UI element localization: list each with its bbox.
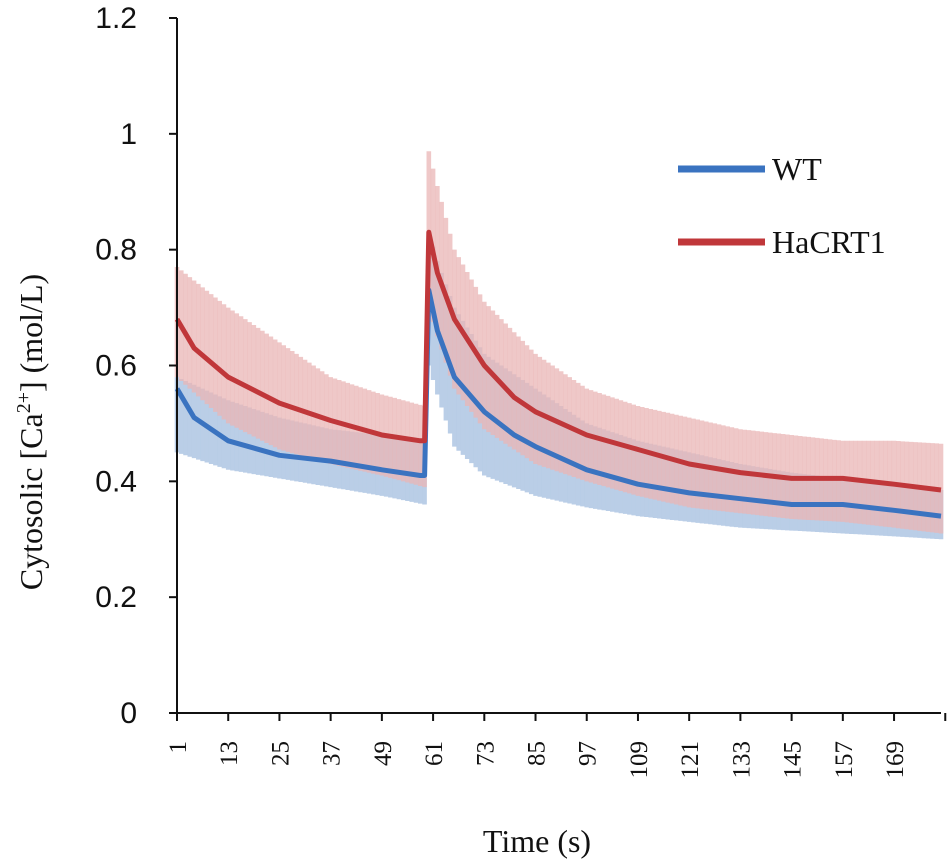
legend: WT HaCRT1 bbox=[678, 151, 886, 260]
y-tick-label: 0.6 bbox=[95, 350, 137, 383]
hacrt1-series-line bbox=[174, 229, 942, 493]
y-tick-label: 1.2 bbox=[95, 2, 137, 35]
y-axis-title: Cytosolic [Ca2+] (mol/L) bbox=[13, 274, 49, 590]
x-tick-label: 1 bbox=[165, 741, 192, 754]
y-axis-title-superscript: 2+ bbox=[13, 392, 35, 413]
y-axis-title-suffix: ] (mol/L) bbox=[13, 274, 49, 392]
legend-wt-label: WT bbox=[772, 151, 822, 187]
y-tick-label: 0.8 bbox=[95, 234, 137, 267]
x-tick-label: 85 bbox=[524, 741, 551, 766]
x-tick-label: 49 bbox=[370, 741, 397, 766]
x-tick-label: 37 bbox=[319, 741, 346, 766]
x-tick-label: 121 bbox=[677, 741, 704, 779]
x-ticks: 1 13 25 37 49 61 73 85 97 109 121 133 145 157 169 bbox=[165, 713, 947, 779]
y-axis-title-prefix: Cytosolic [Ca bbox=[13, 413, 49, 590]
y-tick-label: 1 bbox=[120, 118, 137, 151]
x-tick-label: 13 bbox=[216, 741, 243, 766]
y-ticks: 0 0.2 0.4 0.6 0.8 1 1.2 bbox=[95, 2, 177, 730]
x-tick-label: 109 bbox=[626, 741, 653, 779]
x-tick-label: 157 bbox=[831, 741, 858, 779]
wt-series-line bbox=[174, 287, 942, 519]
legend-hacrt1-label: HaCRT1 bbox=[772, 224, 886, 260]
y-tick-label: 0.2 bbox=[95, 581, 137, 614]
x-tick-label: 73 bbox=[472, 741, 499, 766]
x-tick-label: 145 bbox=[780, 741, 807, 779]
error-bands bbox=[174, 151, 944, 540]
x-tick-label: 133 bbox=[728, 741, 755, 779]
y-tick-label: 0 bbox=[120, 697, 137, 730]
x-tick-label: 61 bbox=[421, 741, 448, 766]
x-tick-label: 169 bbox=[882, 741, 909, 779]
x-axis-title: Time (s) bbox=[483, 823, 591, 859]
x-tick-label: 25 bbox=[267, 741, 294, 766]
y-tick-label: 0.4 bbox=[95, 465, 137, 498]
series-lines bbox=[174, 229, 942, 519]
x-tick-label: 97 bbox=[575, 741, 602, 766]
